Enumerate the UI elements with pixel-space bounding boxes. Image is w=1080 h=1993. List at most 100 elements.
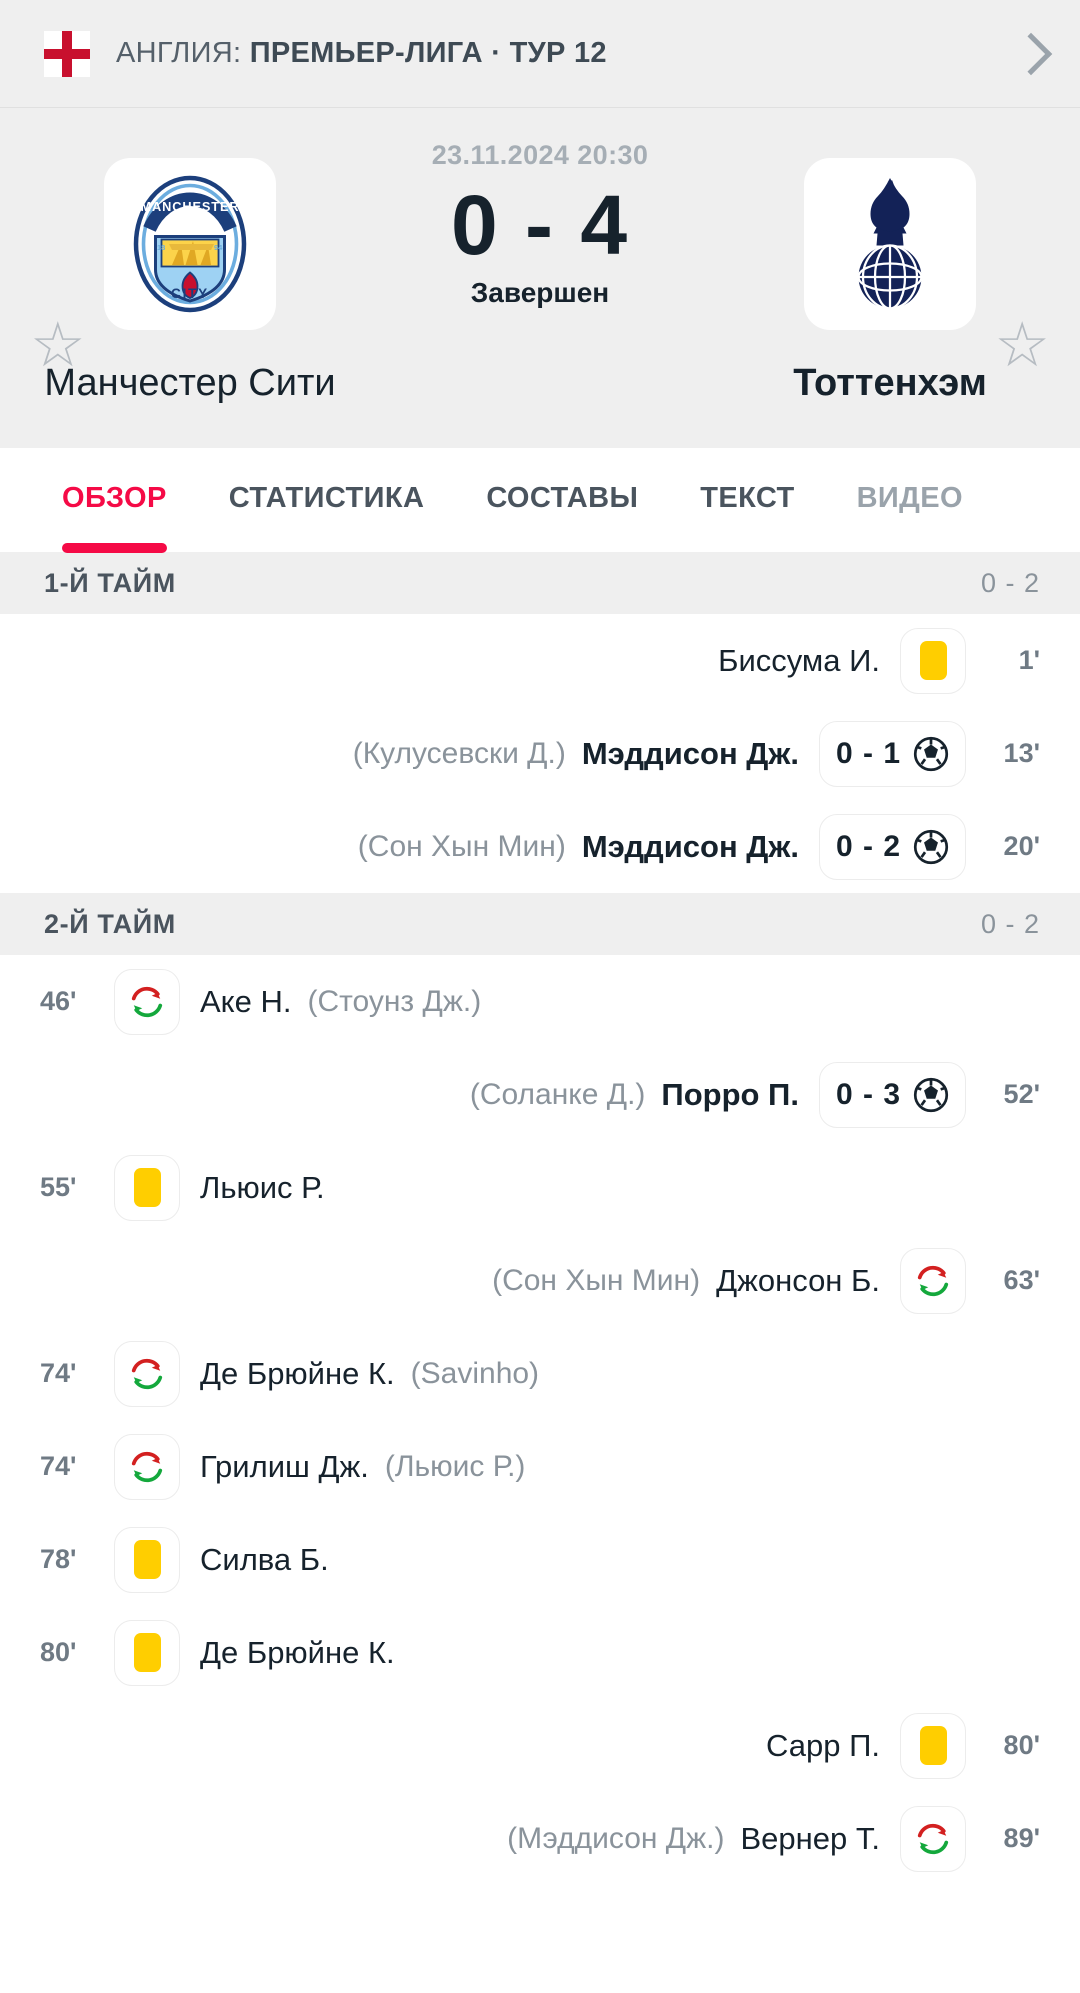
league-name: ПРЕМЬЕР-ЛИГА · ТУР 12 <box>249 37 607 69</box>
substitution-icon <box>127 1354 167 1394</box>
event-player-name: Сарр П. <box>766 1727 880 1763</box>
svg-text:MANCHESTER: MANCHESTER <box>141 199 240 214</box>
final-score: 0 - 4 <box>450 178 630 272</box>
event-assist-name: (Льюис Р.) <box>384 1449 526 1483</box>
chevron-right-icon[interactable] <box>1009 32 1053 75</box>
event-player-name: Льюис Р. <box>200 1169 325 1205</box>
yellow-card-icon <box>133 1540 161 1579</box>
event-minute: 20' <box>1003 831 1040 861</box>
event-minute: 55' <box>40 1172 77 1202</box>
event-minute: 78' <box>40 1544 77 1574</box>
league-country: АНГЛИЯ: <box>116 37 242 69</box>
substitution-icon <box>127 982 167 1022</box>
tab-obzor[interactable]: ОБЗОР <box>62 482 167 553</box>
event-player-name: Джонсон Б. <box>716 1262 880 1298</box>
event-assist-name: (Кулусевски Д.) <box>352 736 566 770</box>
event-row[interactable]: 74' Грилиш Дж. (Льюис Р.) <box>0 1420 1080 1513</box>
event-row[interactable]: 78' Силва Б. <box>0 1513 1080 1606</box>
event-row[interactable]: 46' Аке Н. (Стоунз Дж.) <box>0 955 1080 1048</box>
event-row[interactable]: 80' Де Брюйне К. <box>0 1606 1080 1699</box>
event-player-name: Биссума И. <box>718 642 880 678</box>
event-row[interactable]: (Сон Хын Мин) Джонсон Б. 63' <box>0 1234 1080 1327</box>
event-player-name: Силва Б. <box>200 1541 329 1577</box>
manchester-city-crest: MANCHESTER CITY 18 94 <box>104 158 276 330</box>
event-row[interactable]: 55' Льюис Р. <box>0 1141 1080 1234</box>
period-header: 2-Й ТАЙМ 0 - 2 <box>0 893 1080 955</box>
svg-text:94: 94 <box>214 243 223 252</box>
kickoff-time: 23.11.2024 20:30 <box>431 140 649 170</box>
event-row[interactable]: (Соланке Д.) Порро П. 0 - 3 52' <box>0 1048 1080 1141</box>
event-minute: 1' <box>1018 645 1040 675</box>
tab-tekst[interactable]: ТЕКСТ <box>700 481 795 514</box>
event-player-name: Грилиш Дж. <box>200 1448 369 1484</box>
substitution-icon <box>913 1819 953 1859</box>
period-score: 0 - 2 <box>980 908 1040 939</box>
yellow-card-badge <box>114 1154 180 1221</box>
event-assist-name: (Соланке Д.) <box>469 1077 646 1111</box>
svg-text:CITY: CITY <box>171 286 209 301</box>
tab-video[interactable]: ВИДЕО <box>856 481 963 514</box>
league-title: АНГЛИЯ: ПРЕМЬЕР-ЛИГА · ТУР 12 <box>116 37 1016 70</box>
substitution-badge <box>900 1247 966 1314</box>
event-minute: 74' <box>40 1358 77 1388</box>
substitution-icon <box>127 1447 167 1487</box>
event-assist-name: (Сон Хын Мин) <box>492 1263 701 1297</box>
star-outline-icon-home[interactable]: ☆ <box>30 311 86 380</box>
football-icon <box>913 736 949 772</box>
period-events: Биссума И. 1' (Кулусевски Д.) Мэддисон Дж. 0… <box>0 614 1080 893</box>
match-status: Завершен <box>470 277 610 309</box>
event-player-name: Порро П. <box>661 1076 799 1112</box>
goal-running-score: 0 - 3 <box>835 1077 901 1111</box>
away-team-name: Тоттенхэм <box>793 362 987 404</box>
event-row[interactable]: 74' Де Брюйне К. (Savinho) <box>0 1327 1080 1420</box>
substitution-badge <box>114 1433 180 1500</box>
yellow-card-badge <box>900 1712 966 1779</box>
match-tabs: ОБЗОР СТАТИСТИКА СОСТАВЫ ТЕКСТ ВИДЕО <box>0 448 1080 553</box>
event-row[interactable]: Биссума И. 1' <box>0 614 1080 707</box>
tab-sostavy[interactable]: СОСТАВЫ <box>486 481 639 514</box>
period-score: 0 - 2 <box>980 567 1040 598</box>
substitution-badge <box>900 1805 966 1872</box>
event-minute: 80' <box>1003 1730 1040 1760</box>
yellow-card-icon <box>133 1168 161 1207</box>
event-minute: 13' <box>1003 738 1040 768</box>
match-timeline: 1-Й ТАЙМ 0 - 2 Биссума И. 1' (Кулусевски Д.)… <box>0 552 1080 1885</box>
scoreboard-center: 23.11.2024 20:30 0 - 4 Завершен <box>380 130 700 309</box>
goal-badge: 0 - 3 <box>818 1061 966 1128</box>
match-score-block: ☆ MANCHESTER CITY 18 94 Манчестер Сити 2… <box>0 108 1080 448</box>
period-label: 1-Й ТАЙМ <box>44 567 176 598</box>
star-outline-icon-away[interactable]: ☆ <box>994 311 1050 380</box>
substitution-icon <box>913 1261 953 1301</box>
football-icon <box>913 1077 949 1113</box>
league-header[interactable]: АНГЛИЯ: ПРЕМЬЕР-ЛИГА · ТУР 12 <box>0 0 1080 108</box>
tab-statistika[interactable]: СТАТИСТИКА <box>228 481 425 514</box>
home-team-block[interactable]: ☆ MANCHESTER CITY 18 94 Манчестер Сити <box>0 130 380 405</box>
event-row[interactable]: (Мэддисон Дж.) Вернер Т. 89' <box>0 1792 1080 1885</box>
period-label: 2-Й ТАЙМ <box>44 908 176 939</box>
event-row[interactable]: (Сон Хын Мин) Мэддисон Дж. 0 - 2 20' <box>0 800 1080 893</box>
yellow-card-icon <box>133 1633 161 1672</box>
event-assist-name: (Сон Хын Мин) <box>357 829 566 863</box>
event-minute: 89' <box>1003 1823 1040 1853</box>
yellow-card-badge <box>114 1526 180 1593</box>
event-player-name: Вернер Т. <box>740 1820 881 1856</box>
yellow-card-badge <box>114 1619 180 1686</box>
event-player-name: Де Брюйне К. <box>200 1634 395 1670</box>
event-assist-name: (Стоунз Дж.) <box>307 984 482 1018</box>
goal-badge: 0 - 1 <box>818 720 966 787</box>
event-row[interactable]: (Кулусевски Д.) Мэддисон Дж. 0 - 1 13' <box>0 707 1080 800</box>
period-header: 1-Й ТАЙМ 0 - 2 <box>0 552 1080 614</box>
home-team-name: Манчестер Сити <box>44 362 336 404</box>
yellow-card-badge <box>900 627 966 694</box>
period-events: 46' Аке Н. (Стоунз Дж.) (Соланке Д.) Порро П… <box>0 955 1080 1885</box>
away-team-block[interactable]: ☆ Тоттенхэм <box>700 130 1080 405</box>
event-minute: 80' <box>40 1637 77 1667</box>
substitution-badge <box>114 968 180 1035</box>
yellow-card-icon <box>919 1726 947 1765</box>
tottenham-hotspur-crest <box>804 158 976 330</box>
football-icon <box>913 829 949 865</box>
event-row[interactable]: Сарр П. 80' <box>0 1699 1080 1792</box>
england-flag-icon <box>44 30 90 77</box>
event-player-name: Мэддисон Дж. <box>581 828 799 864</box>
event-minute: 46' <box>40 986 77 1016</box>
